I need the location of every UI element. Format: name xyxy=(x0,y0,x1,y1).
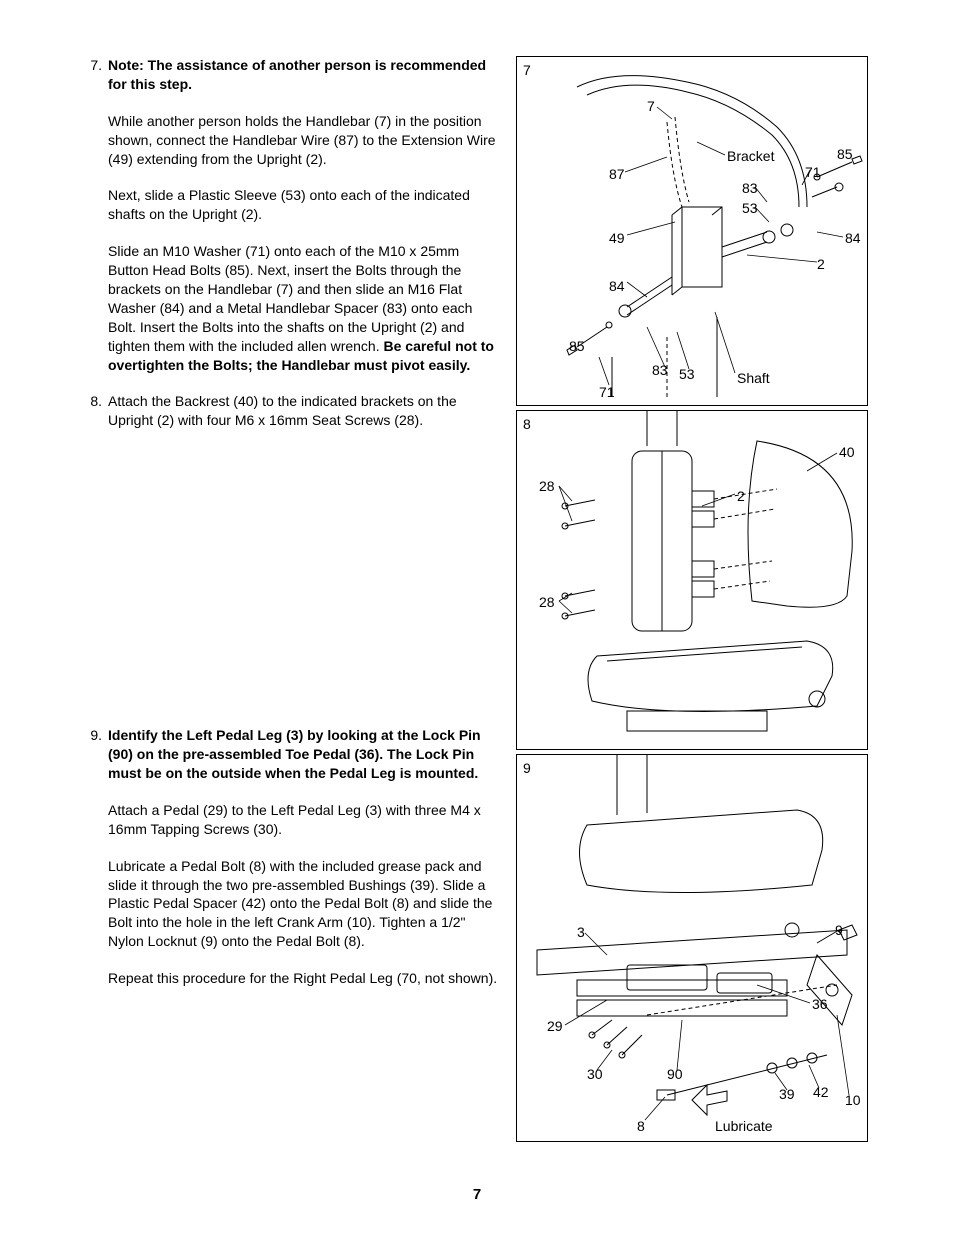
callout: Shaft xyxy=(737,369,770,388)
content-row: 7. Note: The assistance of another perso… xyxy=(78,56,894,1142)
page: 7. Note: The assistance of another perso… xyxy=(0,0,954,1235)
step-7-p3: Slide an M10 Washer (71) onto each of th… xyxy=(108,242,498,374)
callout: 28 xyxy=(539,593,555,612)
step-8: 8. Attach the Backrest (40) to the indic… xyxy=(78,392,498,430)
callout: 85 xyxy=(569,337,585,356)
callout: 7 xyxy=(647,97,655,116)
callout: 87 xyxy=(609,165,625,184)
figure-8: 8 xyxy=(516,410,868,750)
callout: 71 xyxy=(599,383,615,402)
callout: Lubricate xyxy=(715,1117,773,1136)
callout: 83 xyxy=(652,361,668,380)
callout: 10 xyxy=(845,1091,861,1110)
callout: Bracket xyxy=(727,147,774,166)
callout: 28 xyxy=(539,477,555,496)
step-body: Note: The assistance of another person i… xyxy=(108,56,498,374)
step-number: 7. xyxy=(78,56,108,374)
callout: 39 xyxy=(779,1085,795,1104)
step-number: 8. xyxy=(78,392,108,430)
step-7: 7. Note: The assistance of another perso… xyxy=(78,56,498,374)
figure-9: 9 xyxy=(516,754,868,1142)
step-9-p1: Attach a Pedal (29) to the Left Pedal Le… xyxy=(108,801,498,839)
callout: 84 xyxy=(845,229,861,248)
step-7-p1: While another person holds the Handlebar… xyxy=(108,112,498,169)
callout: 83 xyxy=(742,179,758,198)
callout: 53 xyxy=(742,199,758,218)
callout: 8 xyxy=(637,1117,645,1136)
callout: 71 xyxy=(805,163,821,182)
step-body: Attach the Backrest (40) to the indicate… xyxy=(108,392,498,430)
callout: 3 xyxy=(577,923,585,942)
callout: 2 xyxy=(817,255,825,274)
step-9-note: Identify the Left Pedal Leg (3) by looki… xyxy=(108,726,498,783)
step-number: 9. xyxy=(78,726,108,988)
step-8-p1: Attach the Backrest (40) to the indicate… xyxy=(108,392,498,430)
callout: 30 xyxy=(587,1065,603,1084)
figure-8-drawing xyxy=(517,411,867,749)
step-9: 9. Identify the Left Pedal Leg (3) by lo… xyxy=(78,726,498,988)
step-9-p3: Repeat this procedure for the Right Peda… xyxy=(108,969,498,988)
callout: 36 xyxy=(812,995,828,1014)
page-number: 7 xyxy=(0,1185,954,1205)
figure-7: 7 xyxy=(516,56,868,406)
callout: 29 xyxy=(547,1017,563,1036)
step-9-p2: Lubricate a Pedal Bolt (8) with the incl… xyxy=(108,857,498,951)
figures-column: 7 xyxy=(516,56,868,1142)
callout: 42 xyxy=(813,1083,829,1102)
step-7-p2: Next, slide a Plastic Sleeve (53) onto e… xyxy=(108,186,498,224)
callout: 49 xyxy=(609,229,625,248)
callout: 53 xyxy=(679,365,695,384)
step-body: Identify the Left Pedal Leg (3) by looki… xyxy=(108,726,498,988)
callout: 85 xyxy=(837,145,853,164)
callout: 90 xyxy=(667,1065,683,1084)
callout: 84 xyxy=(609,277,625,296)
callout: 9 xyxy=(835,921,843,940)
step-7-note: Note: The assistance of another person i… xyxy=(108,56,498,94)
callout: 2 xyxy=(737,487,745,506)
instructions-column: 7. Note: The assistance of another perso… xyxy=(78,56,498,1142)
callout: 40 xyxy=(839,443,855,462)
